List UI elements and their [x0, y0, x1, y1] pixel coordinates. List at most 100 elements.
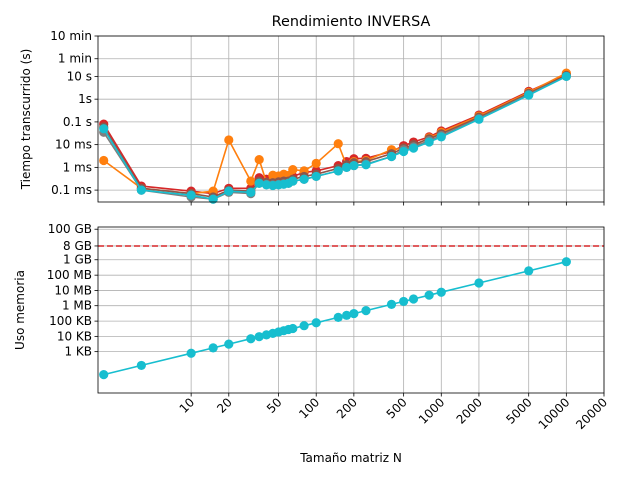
time-series-3-line [103, 75, 567, 201]
time-series-4-point [399, 146, 409, 157]
time-series-4-point [99, 124, 109, 134]
x-tick-label: 20000 [573, 395, 610, 432]
time-series-1-point [333, 139, 343, 149]
mem-y-tick-label: 100 MB [47, 268, 92, 282]
time-series-4-point [311, 171, 321, 182]
time-series-1-point [246, 176, 256, 186]
time-y-tick-label: 1s [78, 92, 92, 106]
mem-y-tick-label: 8 GB [63, 239, 92, 253]
mem-series-0-point [208, 343, 218, 353]
time-series-4-point [224, 186, 234, 196]
time-series-4-point [342, 162, 352, 172]
time-series-4-point [386, 151, 397, 162]
time-series-4-point [186, 190, 196, 200]
x-tick-label: 5000 [503, 395, 534, 426]
time-series-1-point [288, 164, 298, 175]
x-axis-label: Tamaño matriz N [299, 451, 402, 465]
memory-x-ticks: 10 20 50 100 200 500 1000 2000 5000 10000 20000 [177, 393, 610, 432]
mem-series-0-point [474, 278, 484, 288]
time-series-4-point [254, 178, 264, 188]
time-series-4-point [349, 160, 359, 171]
time-series-4-point [408, 143, 419, 153]
time-series-4-point [524, 90, 534, 100]
time-series-4-point [474, 114, 484, 124]
time-y-tick-label: 0.1 s [63, 115, 92, 129]
memory-y-axis-label: Uso memoria [13, 270, 27, 350]
mem-series-0-point [349, 308, 359, 319]
mem-series-0-point [288, 323, 298, 334]
mem-series-0-point [424, 290, 434, 300]
mem-y-tick-label: 1 MB [62, 299, 92, 313]
memory-series-group [99, 257, 571, 380]
mem-series-0-point [136, 360, 146, 371]
mem-series-0-point [399, 296, 409, 307]
x-tick-label: 1000 [416, 395, 447, 426]
time-series-1-point [254, 154, 264, 165]
mem-series-0-point [524, 266, 534, 276]
time-series-2-line [103, 74, 567, 198]
mem-series-0-point [311, 318, 321, 328]
time-y-tick-label: 1 min [58, 52, 92, 66]
x-tick-label: 500 [384, 395, 410, 421]
mem-series-0-point [299, 321, 309, 331]
mem-y-tick-label: 100 GB [48, 222, 92, 236]
time-series-1-point [311, 158, 321, 168]
time-series-1-point [224, 135, 234, 145]
mem-series-0-point [361, 306, 371, 316]
mem-series-0-point [342, 310, 352, 320]
time-series-4-line [103, 75, 567, 201]
x-tick-label: 10000 [536, 395, 573, 432]
mem-series-0-point [436, 287, 446, 297]
time-y-tick-label: 1 ms [63, 160, 92, 174]
time-series-4-point [136, 185, 146, 195]
mem-y-tick-label: 1 GB [63, 253, 92, 267]
memory-panel-frame [97, 226, 605, 394]
time-y-tick-label: 0.1 ms [51, 183, 92, 197]
time-series-4-point [333, 166, 343, 176]
mem-y-tick-label: 100 KB [49, 314, 92, 328]
time-series-1-line [103, 72, 567, 195]
chart-title: Rendimiento INVERSA [272, 14, 431, 30]
mem-series-0-point [561, 257, 571, 267]
mem-series-0-point [254, 332, 264, 342]
time-series-group [99, 68, 571, 204]
time-series-4-point [208, 194, 218, 204]
time-x-ticks [190, 202, 605, 206]
mem-series-0-point [408, 294, 419, 304]
x-tick-label: 10 [177, 395, 198, 416]
time-y-ticks: 0.1 ms 1 ms 10 ms 0.1 s 1s 10 s 1 min 10 min [50, 29, 98, 197]
mem-series-0-point [99, 370, 109, 380]
time-series-4-point [436, 132, 446, 142]
time-y-tick-label: 10 s [67, 69, 92, 83]
mem-series-0-point [224, 339, 234, 349]
time-series-4-point [561, 71, 571, 82]
mem-series-0-point [333, 312, 343, 322]
mem-series-0-point [386, 299, 397, 309]
mem-y-tick-label: 1 KB [64, 345, 92, 359]
time-y-tick-label: 10 ms [55, 138, 92, 152]
x-tick-label: 50 [264, 395, 285, 416]
time-series-0-line [103, 73, 567, 195]
x-tick-label: 2000 [454, 395, 485, 426]
mem-y-tick-label: 10 MB [54, 283, 92, 297]
x-tick-label: 20 [214, 395, 235, 416]
time-series-4-point [288, 176, 298, 186]
x-tick-label: 200 [334, 395, 360, 421]
time-series-4-point [299, 174, 309, 184]
time-series-1-point [99, 155, 109, 166]
mem-y-tick-label: 10 KB [57, 329, 92, 343]
time-series-4-point [361, 160, 371, 170]
time-series-4-point [424, 137, 434, 147]
x-tick-label: 100 [296, 395, 322, 421]
time-series-4-point [246, 187, 256, 197]
mem-series-0-point [246, 334, 256, 344]
time-panel-frame [97, 35, 605, 203]
time-y-axis-label: Tiempo transcurrido (s) [19, 49, 33, 191]
time-gridlines [98, 35, 605, 202]
time-panel: 0.1 ms 1 ms 10 ms 0.1 s 1s 10 s 1 min 10 min Ti… [19, 29, 605, 206]
time-y-tick-label: 10 min [50, 29, 92, 43]
mem-series-0-point [186, 348, 196, 358]
